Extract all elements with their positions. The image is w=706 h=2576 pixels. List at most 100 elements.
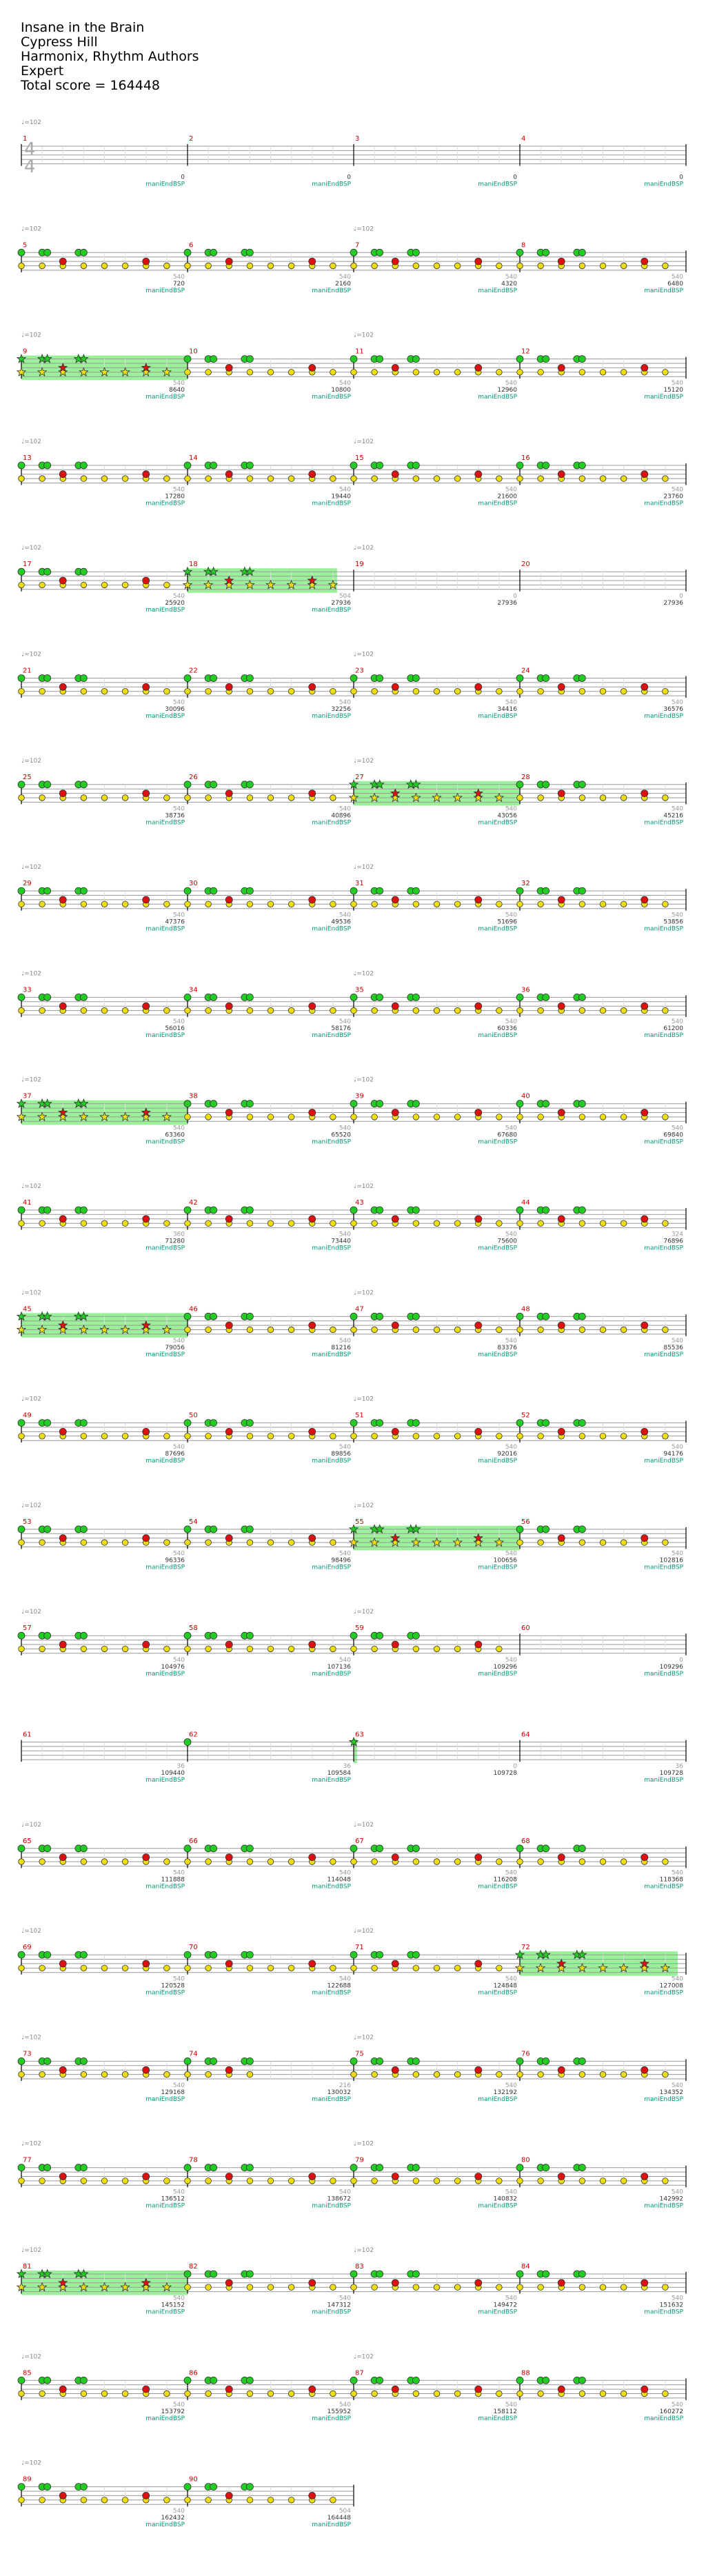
note (599, 794, 607, 801)
time-signature-bottom: 4 (24, 157, 36, 177)
note (330, 1114, 336, 1120)
measure-cumulative-score: 40896 (331, 812, 351, 819)
measure-cumulative-score: 53856 (663, 919, 683, 926)
fill-marker: maniEndBSP (478, 1138, 517, 1145)
fill-marker: maniEndBSP (312, 394, 351, 401)
star-note (57, 1320, 68, 1330)
measure-note-score: 540 (173, 593, 185, 600)
star-note (79, 2268, 89, 2279)
note (474, 683, 483, 691)
star-note (286, 579, 296, 590)
measure-cumulative-score: 67680 (497, 1131, 517, 1138)
note (557, 789, 565, 797)
note (246, 475, 254, 482)
measure-cumulative-score: 132192 (494, 2089, 517, 2096)
tempo-marker: ♩=102 (21, 2353, 41, 2360)
note (184, 369, 191, 376)
measure-note-score: 504 (339, 593, 351, 600)
measure-note-score: 540 (339, 1338, 351, 1345)
star-note (556, 1958, 567, 1969)
fill-marker: maniEndBSP (312, 1138, 351, 1145)
note (39, 1433, 46, 1440)
measure-note-score: 540 (672, 805, 683, 812)
fill-marker: maniEndBSP (145, 1245, 185, 1252)
note (267, 1114, 274, 1120)
fill-marker: maniEndBSP (145, 1883, 185, 1890)
measure-note-score: 540 (173, 380, 185, 387)
note (578, 355, 586, 363)
note (267, 1645, 274, 1653)
note (184, 1007, 191, 1014)
fill-marker: maniEndBSP (145, 607, 185, 614)
measure-cumulative-score: 136512 (161, 2195, 185, 2202)
note (350, 1007, 357, 1014)
note (557, 1534, 565, 1542)
note (371, 900, 378, 908)
star-note (639, 1958, 650, 1969)
measure-cumulative-score: 89856 (331, 1451, 351, 1458)
note (17, 2057, 26, 2065)
note (101, 1007, 108, 1014)
note (246, 1645, 254, 1653)
note (542, 1312, 550, 1320)
note (267, 1858, 274, 1865)
fill-marker: maniEndBSP (478, 1564, 517, 1571)
note (391, 2279, 399, 2287)
note (163, 2497, 170, 2504)
note (245, 674, 254, 682)
measure-cumulative-score: 30096 (165, 706, 185, 713)
measure-number: 23 (355, 667, 364, 675)
star-note (473, 1537, 484, 1547)
note (542, 2376, 550, 2384)
note (350, 2390, 357, 2397)
fill-marker: maniEndBSP (644, 926, 683, 933)
measure-note-score: 0 (679, 1657, 683, 1664)
note (371, 2284, 378, 2291)
measure-note-score: 0 (679, 593, 683, 600)
note (17, 2483, 26, 2491)
note (246, 794, 254, 801)
note (163, 900, 170, 908)
measure-cumulative-score: 12960 (497, 387, 517, 394)
chart-row (17, 461, 687, 485)
note (433, 2390, 441, 2397)
note (557, 2385, 565, 2393)
measure-number: 41 (23, 1199, 32, 1207)
note (330, 900, 336, 908)
note (557, 1853, 565, 1862)
note (391, 1960, 399, 1968)
tempo-marker: ♩=102 (354, 545, 374, 552)
measure-number: 89 (23, 2476, 32, 2484)
measure-number: 8 (521, 241, 525, 249)
note (474, 1109, 483, 1116)
measure-note-score: 540 (173, 487, 185, 494)
note (210, 2057, 218, 2065)
note (330, 262, 336, 270)
note (17, 567, 26, 576)
measure-cumulative-score: 38736 (165, 812, 185, 819)
measure-number: 39 (355, 1093, 364, 1100)
note (376, 355, 384, 363)
note (245, 248, 254, 256)
fill-marker: maniEndBSP (145, 2096, 185, 2103)
measure-note-score: 540 (339, 2295, 351, 2302)
measure-number: 81 (23, 2263, 32, 2271)
measure-cumulative-score: 142992 (660, 2195, 683, 2202)
note (641, 1853, 649, 1862)
note (184, 1858, 191, 1865)
star-note (99, 1111, 110, 1122)
note (371, 1645, 378, 1653)
tempo-marker: ♩=102 (21, 545, 41, 552)
note (578, 794, 586, 801)
note (376, 1206, 384, 1214)
note (267, 262, 274, 270)
note (391, 896, 399, 904)
chart-row (21, 1736, 687, 1764)
measure-note-score: 540 (672, 1869, 683, 1876)
note (433, 2284, 441, 2291)
note (620, 475, 627, 482)
note (17, 1951, 26, 1959)
measure-note-score: 540 (173, 1125, 185, 1131)
measure-cumulative-score: 94176 (663, 1451, 683, 1458)
note (225, 470, 233, 479)
